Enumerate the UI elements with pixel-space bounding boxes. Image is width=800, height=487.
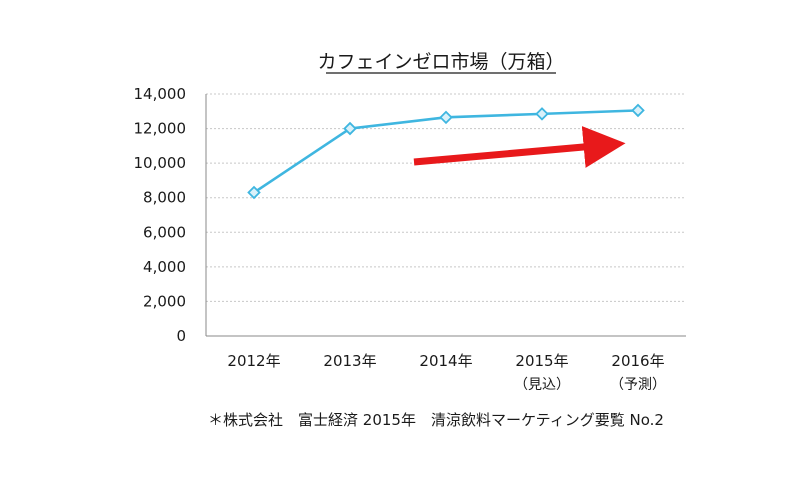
x-category-label: 2014年 (419, 352, 472, 370)
grid-lines (206, 93, 686, 337)
x-axis-categories: 2012年 2013年 2014年 2015年 （見込） 2016年 （予測） (227, 352, 666, 393)
y-axis-ticks: 0 2,000 4,000 6,000 8,000 10,000 12,000 14,000 (134, 85, 187, 345)
data-point (439, 110, 453, 125)
chart-title: カフェインゼロ市場（万箱） (317, 51, 564, 73)
y-tick-label: 2,000 (143, 292, 186, 310)
y-tick-label: 8,000 (143, 189, 186, 207)
data-point (343, 121, 357, 136)
y-tick-label: 10,000 (134, 154, 187, 172)
y-tick-label: 0 (176, 327, 186, 345)
x-category-label: 2015年 (515, 352, 568, 370)
data-point (535, 107, 549, 121)
series-line-group (247, 103, 645, 200)
y-tick-label: 6,000 (143, 223, 186, 241)
x-category-sublabel: （見込） (514, 377, 570, 393)
data-point (631, 103, 645, 118)
data-point (247, 185, 261, 200)
y-tick-label: 14,000 (134, 85, 187, 103)
y-tick-label: 4,000 (143, 258, 186, 276)
source-note: ＊株式会社 富士経済 2015年 清涼飲料マーケティング要覧 No.2 (208, 411, 664, 429)
x-category-label: 2013年 (323, 352, 376, 370)
x-category-label: 2012年 (227, 352, 280, 370)
y-tick-label: 12,000 (134, 120, 187, 138)
trend-arrow (413, 126, 626, 168)
x-category-sublabel: （予測） (610, 377, 666, 393)
x-category-label: 2016年 (611, 352, 664, 370)
